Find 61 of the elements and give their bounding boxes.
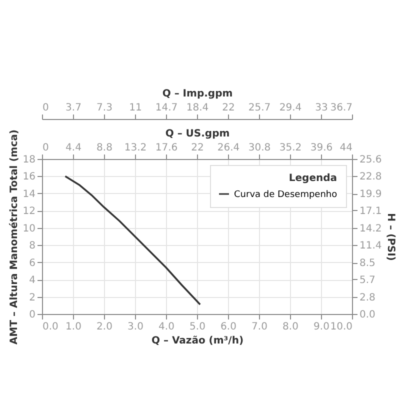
legend-title: Legenda: [288, 173, 337, 184]
x2-tick-label: 17.6: [155, 142, 178, 154]
text: 7.3: [96, 102, 112, 114]
x-tick-label: 3.0: [128, 322, 144, 332]
x-tick-label: 7.0: [252, 322, 268, 332]
y2-tick-label: 14.2: [360, 224, 382, 235]
x-tick-label: 10.0: [330, 322, 352, 332]
x2-tick-label: 30.8: [248, 142, 271, 154]
x2-axis-title: Q – US.gpm: [165, 128, 230, 140]
y2-tick-label: 11.4: [360, 240, 382, 252]
y-tick-label: 4: [29, 275, 36, 286]
legend-label: Curva de Desempenho: [234, 190, 338, 200]
x-tick-label: 0.0: [42, 322, 58, 332]
text: 22: [222, 102, 235, 114]
y-tick-label: 0: [29, 310, 36, 320]
x2-tick-label: 39.6: [310, 142, 333, 154]
text: 36.7: [330, 102, 352, 114]
text: 33: [315, 102, 328, 114]
x-tick-label: 2.0: [96, 322, 112, 332]
x2-tick-label: 35.2: [279, 142, 302, 154]
y-tick-label: 2: [29, 292, 36, 304]
x2-tick-label: 44: [340, 142, 352, 154]
text: 11: [129, 102, 142, 114]
y2-axis-title: H – (PSI): [384, 213, 396, 261]
x-tick-label: 6.0: [220, 322, 236, 332]
y-tick-label: 12: [22, 206, 36, 218]
text: 14.7: [155, 102, 178, 114]
y-axis-title: AMT – Altura Manométrica Total (mca): [8, 130, 20, 344]
y2-tick-label: 19.9: [360, 189, 382, 200]
x2-tick-label: 13.2: [124, 142, 147, 154]
y-tick-label: 6: [29, 258, 36, 269]
x-tick-label: 1.0: [66, 322, 82, 332]
x-tick-label: 8.0: [282, 322, 298, 332]
y2-tick-label: 2.8: [360, 292, 376, 304]
text: 18.4: [186, 102, 209, 114]
y-tick-label: 16: [22, 172, 36, 183]
y2-tick-label: 22.8: [360, 171, 382, 182]
y2-tick-label: 5.7: [360, 274, 376, 286]
y-tick-label: 10: [22, 223, 36, 234]
x2-tick-label: 0: [42, 142, 49, 154]
y-tick-label: 14: [22, 188, 36, 200]
y2-tick-label: 17.1: [360, 206, 382, 217]
y-tick-label: 8: [29, 240, 36, 252]
x2-tick-label: 8.8: [96, 142, 112, 154]
x2-tick-label: 22: [191, 142, 204, 154]
text: 29.4: [279, 102, 302, 114]
y2-tick-label: 25.6: [360, 154, 382, 166]
line-series: [64, 175, 201, 306]
x-tick-label: 9.0: [314, 322, 330, 332]
text: 0: [42, 102, 49, 114]
x-tick-label: 5.0: [190, 322, 206, 332]
text: 3.7: [66, 102, 82, 114]
x-axis-title: Q – Vazão (m³/h): [151, 336, 244, 346]
text: 25.7: [248, 102, 271, 114]
x-tick-label: 4.0: [158, 322, 174, 332]
y2-tick-label: 8.5: [360, 258, 376, 270]
x2-tick-label: 4.4: [66, 142, 82, 154]
y2-tick-label: 0.0: [360, 310, 376, 320]
text: Q – Imp.gpm: [162, 88, 233, 100]
y-tick-label: 18: [22, 154, 36, 166]
x2-tick-label: 26.4: [217, 142, 240, 154]
